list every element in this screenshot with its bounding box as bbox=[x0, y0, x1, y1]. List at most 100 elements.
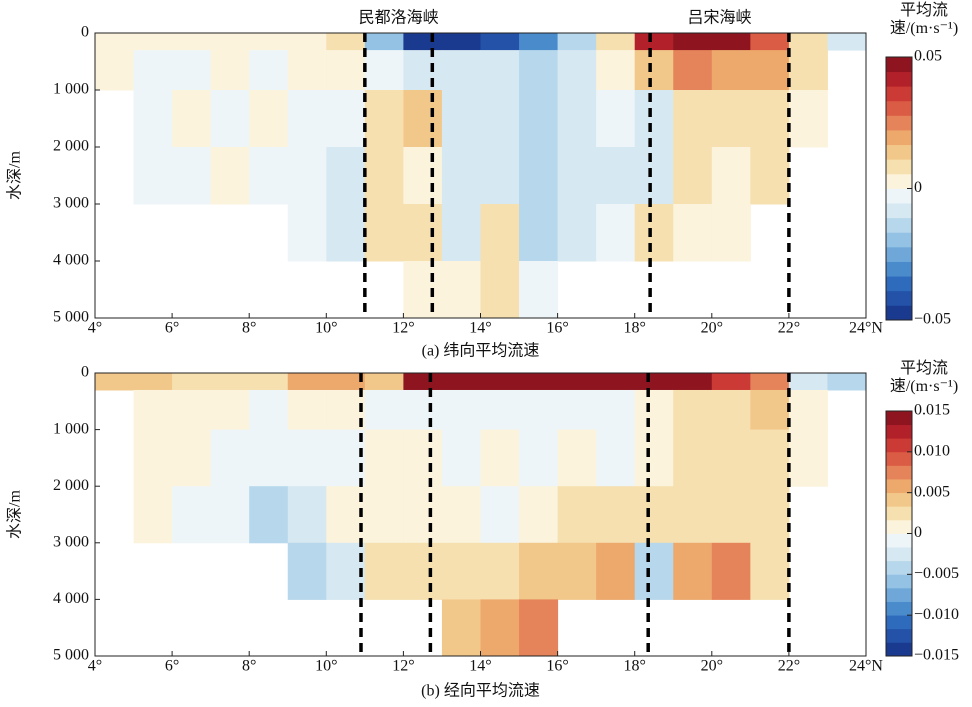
heat-cell bbox=[480, 599, 520, 657]
heat-cell bbox=[210, 486, 250, 544]
heat-cell bbox=[133, 389, 173, 431]
heat-cell bbox=[249, 373, 289, 391]
heat-cell bbox=[673, 90, 713, 148]
x-tick-label: 22° bbox=[778, 320, 800, 337]
y-tick-label: 4 000 bbox=[53, 590, 89, 607]
heat-cell bbox=[557, 33, 597, 51]
heat-cell bbox=[326, 542, 366, 600]
heat-cell bbox=[403, 486, 443, 544]
colorbar-swatch bbox=[886, 305, 912, 321]
heat-cell bbox=[788, 373, 828, 391]
heat-cell bbox=[519, 599, 559, 657]
colorbar-swatch bbox=[886, 492, 912, 507]
heat-cell bbox=[133, 50, 173, 91]
colorbar-swatch bbox=[886, 615, 912, 630]
heat-cell bbox=[441, 429, 481, 487]
heat-cell bbox=[634, 33, 674, 51]
x-tick-label: 18° bbox=[623, 320, 645, 337]
x-tick-label: 16° bbox=[546, 658, 568, 675]
colorbar-tick-label: 0.05 bbox=[914, 48, 942, 65]
heat-cell bbox=[634, 147, 674, 205]
heat-cell bbox=[364, 90, 404, 148]
heat-cell bbox=[480, 429, 520, 487]
colorbar-swatch bbox=[886, 130, 912, 146]
colorbar-swatch bbox=[886, 159, 912, 175]
heat-cell bbox=[95, 33, 135, 51]
heat-cell bbox=[557, 486, 597, 544]
x-tick-label: 16° bbox=[546, 320, 568, 337]
heat-cell bbox=[364, 147, 404, 205]
heat-cell bbox=[287, 486, 327, 544]
x-tick-label: 4° bbox=[88, 320, 102, 337]
heat-cell bbox=[673, 33, 713, 51]
heat-cell bbox=[95, 50, 135, 91]
heat-cell bbox=[133, 373, 173, 391]
colorbar-tick-label: −0.010 bbox=[914, 606, 959, 623]
heat-cell bbox=[673, 204, 713, 262]
heat-cell bbox=[403, 373, 443, 391]
heat-cell bbox=[634, 486, 674, 544]
heat-cell bbox=[172, 389, 212, 431]
x-tick-label: 12° bbox=[392, 658, 414, 675]
heat-cell bbox=[557, 389, 597, 431]
heat-cell bbox=[750, 50, 790, 91]
heat-cell bbox=[480, 486, 520, 544]
heat-cell bbox=[788, 90, 828, 148]
heat-cell bbox=[557, 204, 597, 262]
heat-cell bbox=[172, 373, 212, 391]
colorbar-tick-label: −0.015 bbox=[914, 647, 959, 664]
heat-cell bbox=[480, 33, 520, 51]
heat-cell bbox=[788, 389, 828, 431]
heat-cell bbox=[480, 373, 520, 391]
heat-cell bbox=[249, 50, 289, 91]
y-tick-label: 3 000 bbox=[53, 195, 89, 212]
colorbar-swatch bbox=[886, 290, 912, 306]
colorbar-swatch bbox=[886, 173, 912, 189]
heat-cell bbox=[441, 50, 481, 91]
heat-cell bbox=[596, 486, 636, 544]
heat-cell bbox=[596, 389, 636, 431]
heat-cell bbox=[596, 204, 636, 262]
panel-caption: (b) 经向平均流速 bbox=[421, 682, 540, 700]
heat-cell bbox=[441, 90, 481, 148]
heat-cell bbox=[519, 50, 559, 91]
heat-cell bbox=[326, 33, 366, 51]
colorbar-swatch bbox=[886, 100, 912, 116]
heat-cell bbox=[326, 90, 366, 148]
heat-cell bbox=[788, 50, 828, 91]
x-tick-label: 14° bbox=[469, 658, 491, 675]
colorbar-swatch bbox=[886, 451, 912, 466]
x-tick-label: 6° bbox=[165, 320, 179, 337]
y-tick-label: 0 bbox=[81, 364, 89, 381]
heat-cell bbox=[326, 50, 366, 91]
x-tick-label: 24°N bbox=[849, 658, 883, 675]
x-tick-label: 22° bbox=[778, 658, 800, 675]
colorbar-swatch bbox=[886, 276, 912, 292]
heat-cell bbox=[557, 373, 597, 391]
heat-cell bbox=[480, 204, 520, 262]
heat-cell bbox=[403, 429, 443, 487]
x-tick-label: 10° bbox=[315, 658, 337, 675]
heat-cell bbox=[364, 204, 404, 262]
heat-cell bbox=[172, 429, 212, 487]
x-tick-label: 4° bbox=[88, 658, 102, 675]
colorbar-swatch bbox=[886, 411, 912, 426]
heat-cell bbox=[364, 373, 404, 391]
colorbar-swatch bbox=[886, 587, 912, 602]
heat-cell bbox=[634, 373, 674, 391]
heat-cell bbox=[596, 147, 636, 205]
x-tick-label: 14° bbox=[469, 320, 491, 337]
heat-cell bbox=[441, 373, 481, 391]
heat-cell bbox=[519, 429, 559, 487]
heat-cell bbox=[364, 486, 404, 544]
heat-cell bbox=[750, 389, 790, 431]
heat-cell bbox=[519, 486, 559, 544]
heat-cell bbox=[441, 204, 481, 262]
y-tick-label: 0 bbox=[81, 24, 89, 41]
x-tick-label: 20° bbox=[701, 658, 723, 675]
heat-cell bbox=[519, 261, 559, 319]
y-axis-label: 水深/m bbox=[6, 490, 24, 539]
colorbar-swatch bbox=[886, 506, 912, 521]
heat-cell bbox=[441, 261, 481, 319]
